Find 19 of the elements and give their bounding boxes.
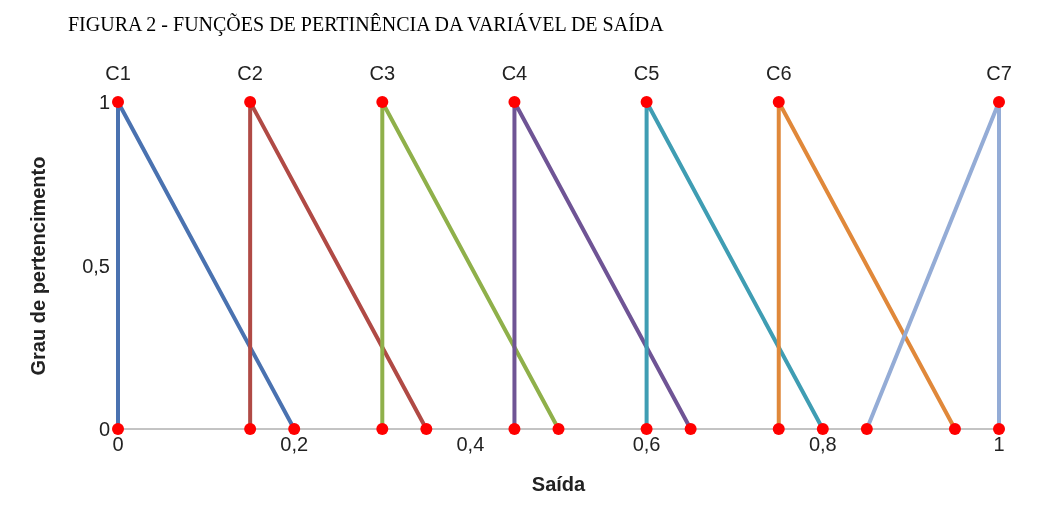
x-tick-label: 0,2 — [280, 433, 309, 456]
chart-title: FIGURA 2 - FUNÇÕES DE PERTINÊNCIA DA VARIÁVEL DE SAÍDA — [67, 12, 665, 38]
series-label: C7 — [986, 62, 1012, 84]
series-label: C6 — [765, 62, 792, 84]
series-label: C2 — [237, 62, 263, 84]
x-tick-label: 0,4 — [456, 433, 485, 456]
y-tick-label: 0,5 — [82, 254, 110, 277]
y-tick-label: 0 — [98, 418, 110, 441]
y-tick-label: 1 — [98, 91, 110, 114]
series-label: C3 — [369, 62, 396, 84]
x-tick-label: 0,6 — [632, 433, 661, 456]
series-label: C1 — [105, 62, 131, 84]
x-tick-label: 0,8 — [808, 433, 837, 456]
series-label: C5 — [633, 62, 660, 84]
y-axis-title: Grau de pertencimento — [27, 156, 50, 376]
x-axis-title: Saída — [531, 473, 587, 495]
series-label: C4 — [501, 62, 528, 84]
x-tick-label: 1 — [993, 433, 1005, 456]
x-tick-label: 0 — [112, 433, 124, 456]
